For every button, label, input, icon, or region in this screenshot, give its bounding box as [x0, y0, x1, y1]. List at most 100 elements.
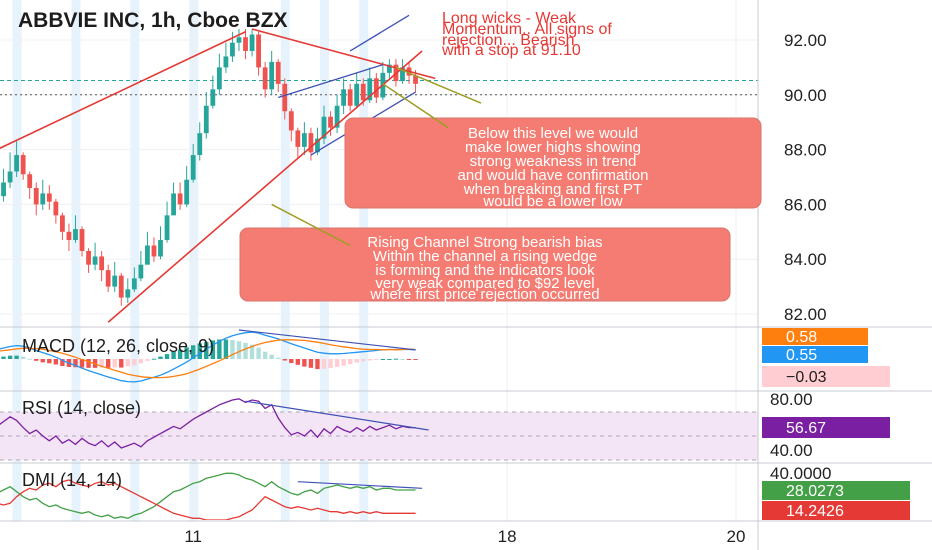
- candle-body[interactable]: [60, 215, 65, 232]
- candle-body[interactable]: [164, 215, 170, 241]
- macd-histogram-bar[interactable]: [334, 359, 340, 367]
- candle-body[interactable]: [347, 89, 353, 106]
- candle-body[interactable]: [27, 174, 33, 188]
- macd-histogram-bar[interactable]: [79, 359, 85, 368]
- candle-body[interactable]: [177, 193, 183, 205]
- candle-body[interactable]: [282, 83, 288, 112]
- macd-histogram-bar[interactable]: [132, 359, 137, 366]
- candle-body[interactable]: [7, 171, 13, 183]
- candle-body[interactable]: [354, 83, 360, 106]
- candle-body[interactable]: [315, 138, 320, 153]
- breakout-line[interactable]: [349, 14, 410, 52]
- candle-body[interactable]: [413, 75, 418, 84]
- candle-body[interactable]: [301, 133, 307, 147]
- candle-body[interactable]: [1, 182, 6, 197]
- macd-histogram-bar[interactable]: [73, 359, 78, 368]
- macd-histogram-bar[interactable]: [243, 342, 248, 359]
- candle-body[interactable]: [190, 155, 196, 180]
- candle-body[interactable]: [288, 111, 294, 131]
- macd-histogram-bar[interactable]: [308, 359, 314, 368]
- candle-body[interactable]: [387, 64, 392, 73]
- candle-body[interactable]: [99, 256, 105, 271]
- macd-histogram-bar[interactable]: [86, 359, 91, 368]
- macd-histogram-bar[interactable]: [282, 359, 287, 361]
- price-axis[interactable]: 82.00 84.00 86.00 88.00 90.00 92.00: [784, 31, 827, 324]
- resistance-line[interactable]: [251, 28, 436, 80]
- macd-histogram-bar[interactable]: [289, 359, 294, 363]
- macd-histogram-bar[interactable]: [158, 356, 163, 359]
- macd-histogram-bar[interactable]: [14, 355, 19, 359]
- candle-body[interactable]: [360, 83, 366, 101]
- candle-body[interactable]: [14, 155, 20, 172]
- macd-histogram-bar[interactable]: [256, 347, 261, 359]
- candle-body[interactable]: [46, 193, 52, 202]
- note-low[interactable]: Rising Channel Strong bearish bias Withi…: [239, 227, 731, 303]
- candle-body[interactable]: [171, 193, 176, 216]
- candle-body[interactable]: [256, 34, 261, 68]
- candle-body[interactable]: [33, 187, 39, 205]
- candle-body[interactable]: [236, 37, 242, 43]
- candle-body[interactable]: [341, 89, 347, 106]
- candle-body[interactable]: [210, 89, 216, 106]
- macd-histogram-bar[interactable]: [112, 359, 117, 368]
- candle-body[interactable]: [230, 42, 235, 57]
- note-mid[interactable]: Below this level we would make lower hig…: [344, 117, 762, 210]
- candle-body[interactable]: [197, 133, 203, 156]
- macd-histogram-bar[interactable]: [223, 339, 229, 359]
- dmi-panel[interactable]: [0, 472, 423, 520]
- candle-body[interactable]: [125, 289, 131, 298]
- candle-body[interactable]: [40, 193, 46, 205]
- macd-histogram-bar[interactable]: [341, 359, 346, 366]
- rsi-trend-line[interactable]: [245, 400, 429, 431]
- macd-histogram-bar[interactable]: [321, 359, 327, 369]
- candle-body[interactable]: [86, 250, 91, 265]
- candle-body[interactable]: [269, 61, 275, 90]
- macd-histogram-bar[interactable]: [230, 340, 235, 359]
- macd-histogram-bar[interactable]: [276, 357, 281, 359]
- macd-histogram-bar[interactable]: [171, 351, 176, 359]
- macd-histogram-bar[interactable]: [315, 359, 320, 370]
- candle-body[interactable]: [243, 37, 248, 51]
- candle-body[interactable]: [92, 256, 98, 265]
- rsi-line[interactable]: [0, 398, 416, 449]
- macd-histogram-bar[interactable]: [249, 344, 255, 359]
- macd-histogram-bar[interactable]: [406, 359, 412, 360]
- candle-body[interactable]: [73, 229, 78, 241]
- macd-histogram-bar[interactable]: [20, 356, 26, 359]
- dmi-trend-line[interactable]: [297, 481, 423, 489]
- macd-trend-line[interactable]: [238, 329, 416, 351]
- macd-histogram-bar[interactable]: [210, 340, 216, 359]
- macd-histogram-bar[interactable]: [27, 358, 32, 360]
- trendlines[interactable]: [0, 14, 436, 323]
- macd-histogram-bar[interactable]: [347, 359, 353, 365]
- candle-body[interactable]: [158, 240, 163, 257]
- macd-histogram-bar[interactable]: [151, 358, 157, 360]
- macd-histogram-bar[interactable]: [105, 359, 111, 368]
- candle-body[interactable]: [20, 155, 26, 175]
- candle-body[interactable]: [151, 245, 157, 257]
- macd-histogram-bar[interactable]: [295, 359, 301, 365]
- candle-body[interactable]: [118, 275, 124, 298]
- macd-histogram-bar[interactable]: [302, 359, 307, 367]
- candle-body[interactable]: [145, 245, 150, 265]
- macd-histogram-bar[interactable]: [125, 359, 130, 367]
- macd-histogram-bar[interactable]: [197, 343, 202, 359]
- macd-histogram-bar[interactable]: [387, 359, 392, 360]
- wedge-upper-line[interactable]: [278, 64, 384, 99]
- macd-histogram-bar[interactable]: [328, 359, 333, 369]
- candle-body[interactable]: [112, 275, 118, 287]
- macd-histogram-bar[interactable]: [262, 351, 268, 359]
- candle-body[interactable]: [308, 133, 314, 153]
- macd-histogram-bar[interactable]: [400, 359, 405, 360]
- macd-histogram-bar[interactable]: [119, 359, 124, 368]
- candle-body[interactable]: [223, 56, 229, 68]
- macd-histogram-bar[interactable]: [40, 359, 45, 363]
- macd-histogram-bar[interactable]: [236, 341, 242, 359]
- macd-histogram-bar[interactable]: [354, 359, 359, 363]
- candle-body[interactable]: [275, 61, 281, 84]
- macd-histogram-bar[interactable]: [367, 359, 372, 361]
- channel-lower-line[interactable]: [107, 50, 423, 323]
- candle-body[interactable]: [367, 78, 373, 101]
- macd-histogram-bar[interactable]: [99, 359, 104, 368]
- macd-histogram-bar[interactable]: [177, 349, 183, 359]
